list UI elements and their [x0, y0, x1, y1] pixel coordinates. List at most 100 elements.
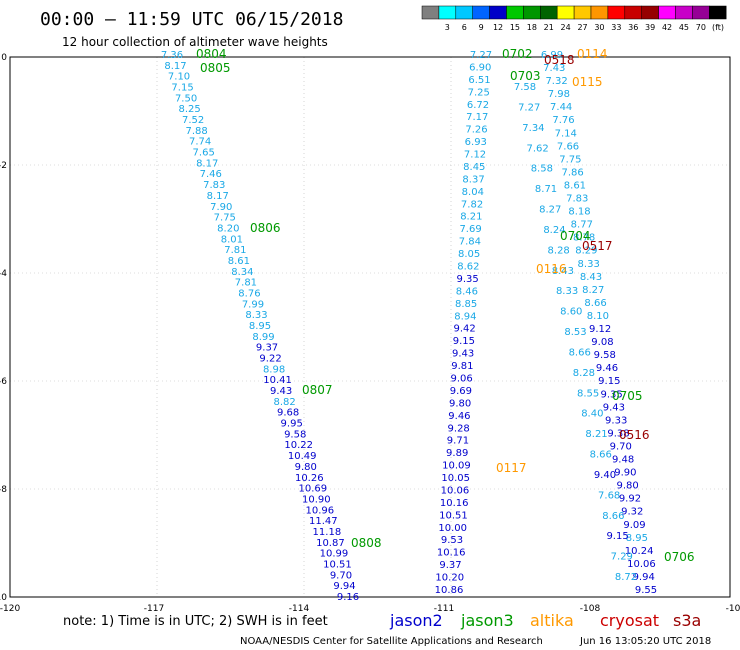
swh-value: 7.26: [465, 125, 487, 136]
swh-value: 10.00: [438, 523, 467, 534]
swh-value: 8.04: [462, 187, 484, 198]
swh-value: 11.18: [313, 527, 342, 538]
swh-value: 8.66: [569, 347, 591, 358]
swh-value: 8.78: [573, 233, 595, 244]
swh-value: 7.66: [557, 141, 579, 152]
legend-jason2: jason2: [389, 611, 443, 630]
colorbar-swatch: [607, 5, 626, 20]
swh-value: 9.48: [612, 455, 634, 466]
swh-value: 8.28: [548, 245, 570, 256]
swh-value: 9.53: [441, 535, 463, 546]
colorbar-swatch: [590, 5, 609, 20]
swh-value: 6.90: [469, 62, 491, 73]
swh-value: 7.81: [224, 245, 246, 256]
swh-value: 8.66: [584, 298, 606, 309]
jason3-time-label: 0704: [560, 229, 591, 243]
colorbar-swatch: [489, 5, 507, 20]
page-subtitle: 12 hour collection of altimeter wave hei…: [62, 35, 328, 49]
swh-value: 7.43: [543, 63, 565, 74]
swh-value: 9.35: [600, 389, 622, 400]
swh-value: 8.76: [238, 288, 260, 299]
colorbar: 3 6 9 12 15 18 21 24 27 30 33 36 39 42 45 70: [421, 5, 727, 32]
swh-value: 10.86: [435, 585, 464, 596]
footer-credit: NOAA/NESDIS Center for Satellite Applica…: [240, 636, 543, 647]
swh-value: 7.32: [545, 76, 567, 87]
swh-value: 7.44: [550, 102, 572, 113]
colorbar-label: 33: [611, 23, 621, 32]
swh-value: 8.25: [178, 104, 200, 115]
swh-value: 10.26: [295, 473, 324, 484]
swh-value: 7.88: [186, 126, 208, 137]
swh-value: 10.16: [437, 548, 466, 559]
colorbar-label: 15: [510, 23, 520, 32]
swh-value: 9.80: [617, 481, 639, 492]
swh-value: 7.25: [468, 87, 490, 98]
legend-s3a: s3a: [673, 611, 701, 630]
swh-value: 8.21: [460, 212, 482, 223]
legend-jason3: jason3: [460, 611, 514, 630]
colorbar-label: 39: [645, 23, 655, 32]
swh-value: 8.17: [164, 61, 186, 72]
swh-value: 10.90: [302, 494, 331, 505]
swh-value: 9.43: [270, 386, 292, 397]
swh-value: 9.80: [449, 398, 471, 409]
swh-value: 7.27: [470, 50, 492, 61]
swh-value: 8.43: [580, 272, 602, 283]
swh-value: 9.58: [594, 350, 616, 361]
swh-value: 7.81: [235, 278, 257, 289]
footer-timestamp: Jun 16 13:05:20 UTC 2018: [579, 636, 711, 647]
swh-value: 10.09: [442, 461, 471, 472]
swh-value: 9.33: [605, 415, 627, 426]
swh-value: 7.15: [171, 83, 193, 94]
swh-value: 7.62: [526, 143, 548, 154]
swh-value: 9.15: [606, 531, 628, 542]
swh-value: 9.46: [448, 411, 470, 422]
swh-value: 8.66: [602, 511, 624, 522]
swh-value: 9.89: [446, 448, 468, 459]
swh-value: 7.29: [611, 552, 633, 563]
colorbar-swatch: [421, 5, 440, 20]
swh-value: 9.42: [453, 324, 475, 335]
swh-value: 8.05: [458, 249, 480, 260]
swh-value: 8.95: [249, 321, 271, 332]
colorbar-swatch: [438, 5, 457, 20]
legend: jason2 jason3 altika cryosat s3a: [389, 611, 701, 630]
jason3-time-label: 0706: [664, 550, 695, 564]
swh-value: 7.10: [168, 72, 190, 83]
swh-value: 8.62: [457, 262, 479, 273]
swh-value: 10.87: [316, 538, 345, 549]
swh-value: 7.27: [518, 102, 540, 113]
swh-value: 7.12: [464, 150, 486, 161]
colorbar-label: 45: [679, 23, 689, 32]
swh-value: 8.01: [221, 234, 243, 245]
swh-value: 7.86: [562, 167, 584, 178]
swh-value: 9.71: [447, 436, 469, 447]
swh-value: 9.15: [453, 336, 475, 347]
swh-value: 8.53: [564, 327, 586, 338]
jason3-time-label: 0807: [302, 383, 333, 397]
jason3-time-label: 0806: [250, 221, 281, 235]
swh-value: 10.20: [435, 573, 464, 584]
swh-value: 9.94: [333, 581, 355, 592]
mid-track: 7.276.90 6.517.25 6.727.17 7.266.93 7.128.45…: [435, 50, 492, 596]
swh-value: 8.66: [590, 450, 612, 461]
colorbar-label: 30: [594, 23, 604, 32]
swh-value: 9.12: [589, 324, 611, 335]
colorbar-swatch: [709, 5, 727, 20]
swh-value: 8.45: [463, 162, 485, 173]
swh-value: 9.09: [623, 520, 645, 531]
swh-value: 7.36: [161, 50, 183, 61]
lat-tick-label: -6: [0, 377, 7, 387]
colorbar-label: 36: [628, 23, 638, 32]
swh-value: 7.99: [242, 299, 264, 310]
swh-value: 8.95: [626, 533, 648, 544]
map-grid: [10, 57, 730, 597]
lat-tick-label: -2: [0, 161, 7, 171]
jason3-time-label: 0804: [196, 47, 227, 61]
jason3-time-label: 0705: [612, 389, 643, 403]
jason3-time-label: 0808: [351, 536, 382, 550]
cryosat-time-label: 0517: [582, 239, 613, 253]
left-track: 7.368.177.107.157.508.257.527.887.747.65…: [161, 50, 359, 603]
swh-value: 9.58: [284, 429, 306, 440]
